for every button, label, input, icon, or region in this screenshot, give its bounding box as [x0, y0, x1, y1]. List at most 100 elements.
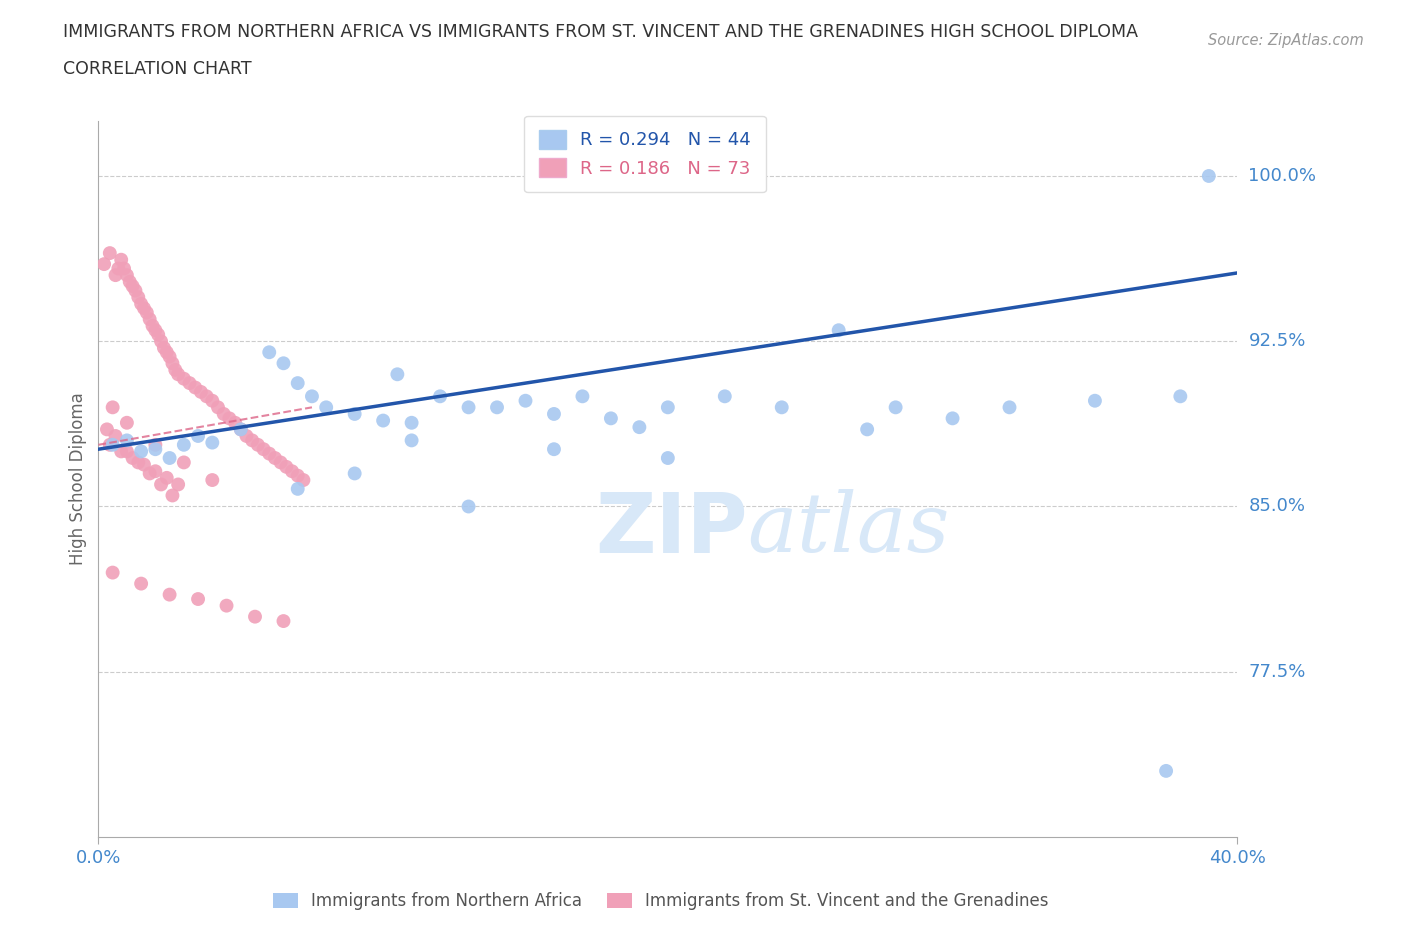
- Point: [287, 376, 309, 391]
- Text: ZIP: ZIP: [595, 488, 748, 569]
- Point: [162, 488, 184, 503]
- Point: [138, 466, 160, 481]
- Point: [98, 246, 121, 260]
- Point: [856, 422, 879, 437]
- Point: [129, 577, 152, 591]
- Point: [276, 459, 298, 474]
- Point: [229, 422, 252, 437]
- Point: [98, 437, 121, 452]
- Point: [156, 345, 179, 360]
- Point: [135, 305, 157, 320]
- Point: [884, 400, 907, 415]
- Point: [115, 268, 138, 283]
- Point: [287, 482, 309, 497]
- Point: [159, 587, 181, 602]
- Point: [273, 614, 295, 629]
- Point: [159, 450, 181, 465]
- Point: [121, 279, 143, 294]
- Point: [184, 380, 207, 395]
- Point: [1154, 764, 1177, 778]
- Point: [457, 400, 479, 415]
- Point: [207, 400, 229, 415]
- Point: [173, 371, 195, 386]
- Point: [173, 455, 195, 470]
- Point: [165, 363, 187, 378]
- Point: [112, 261, 135, 276]
- Text: atlas: atlas: [748, 489, 950, 569]
- Point: [187, 591, 209, 606]
- Point: [387, 366, 409, 381]
- Point: [115, 433, 138, 448]
- Point: [714, 389, 737, 404]
- Point: [273, 356, 295, 371]
- Point: [173, 437, 195, 452]
- Point: [110, 252, 132, 267]
- Point: [190, 384, 212, 399]
- Legend: R = 0.294   N = 44, R = 0.186   N = 73: R = 0.294 N = 44, R = 0.186 N = 73: [524, 115, 766, 193]
- Point: [129, 444, 152, 458]
- Point: [401, 433, 423, 448]
- Point: [159, 350, 181, 365]
- Point: [998, 400, 1021, 415]
- Point: [259, 345, 281, 360]
- Point: [115, 444, 138, 458]
- Point: [201, 393, 224, 408]
- Point: [571, 389, 593, 404]
- Point: [101, 400, 124, 415]
- Point: [287, 468, 309, 483]
- Point: [235, 429, 257, 444]
- Point: [486, 400, 509, 415]
- Point: [145, 464, 167, 479]
- Point: [543, 442, 565, 457]
- Point: [115, 416, 138, 431]
- Point: [121, 450, 143, 465]
- Point: [224, 416, 246, 431]
- Point: [127, 290, 149, 305]
- Point: [148, 327, 170, 342]
- Text: IMMIGRANTS FROM NORTHERN AFRICA VS IMMIGRANTS FROM ST. VINCENT AND THE GRENADINE: IMMIGRANTS FROM NORTHERN AFRICA VS IMMIG…: [63, 23, 1139, 41]
- Point: [138, 312, 160, 326]
- Point: [201, 435, 224, 450]
- Point: [259, 446, 281, 461]
- Point: [132, 458, 155, 472]
- Point: [179, 376, 201, 391]
- Point: [828, 323, 851, 338]
- Point: [1084, 393, 1107, 408]
- Point: [215, 598, 238, 613]
- Point: [229, 422, 252, 437]
- Point: [145, 437, 167, 452]
- Point: [270, 455, 292, 470]
- Point: [104, 268, 127, 283]
- Point: [301, 389, 323, 404]
- Point: [150, 334, 173, 349]
- Point: [343, 466, 366, 481]
- Point: [543, 406, 565, 421]
- Point: [153, 340, 176, 355]
- Point: [127, 455, 149, 470]
- Point: [212, 406, 235, 421]
- Point: [201, 472, 224, 487]
- Point: [246, 437, 269, 452]
- Point: [401, 416, 423, 431]
- Point: [124, 283, 146, 298]
- Point: [292, 472, 315, 487]
- Text: 85.0%: 85.0%: [1249, 498, 1305, 515]
- Point: [107, 261, 129, 276]
- Point: [141, 318, 163, 333]
- Point: [167, 366, 190, 381]
- Point: [104, 429, 127, 444]
- Text: CORRELATION CHART: CORRELATION CHART: [63, 60, 252, 78]
- Point: [1198, 168, 1220, 183]
- Y-axis label: High School Diploma: High School Diploma: [69, 392, 87, 565]
- Point: [657, 400, 679, 415]
- Point: [243, 609, 266, 624]
- Point: [315, 400, 337, 415]
- Point: [132, 300, 155, 315]
- Point: [218, 411, 240, 426]
- Point: [93, 257, 115, 272]
- Point: [373, 413, 395, 428]
- Point: [145, 442, 167, 457]
- Point: [628, 419, 651, 434]
- Point: [281, 464, 304, 479]
- Point: [429, 389, 451, 404]
